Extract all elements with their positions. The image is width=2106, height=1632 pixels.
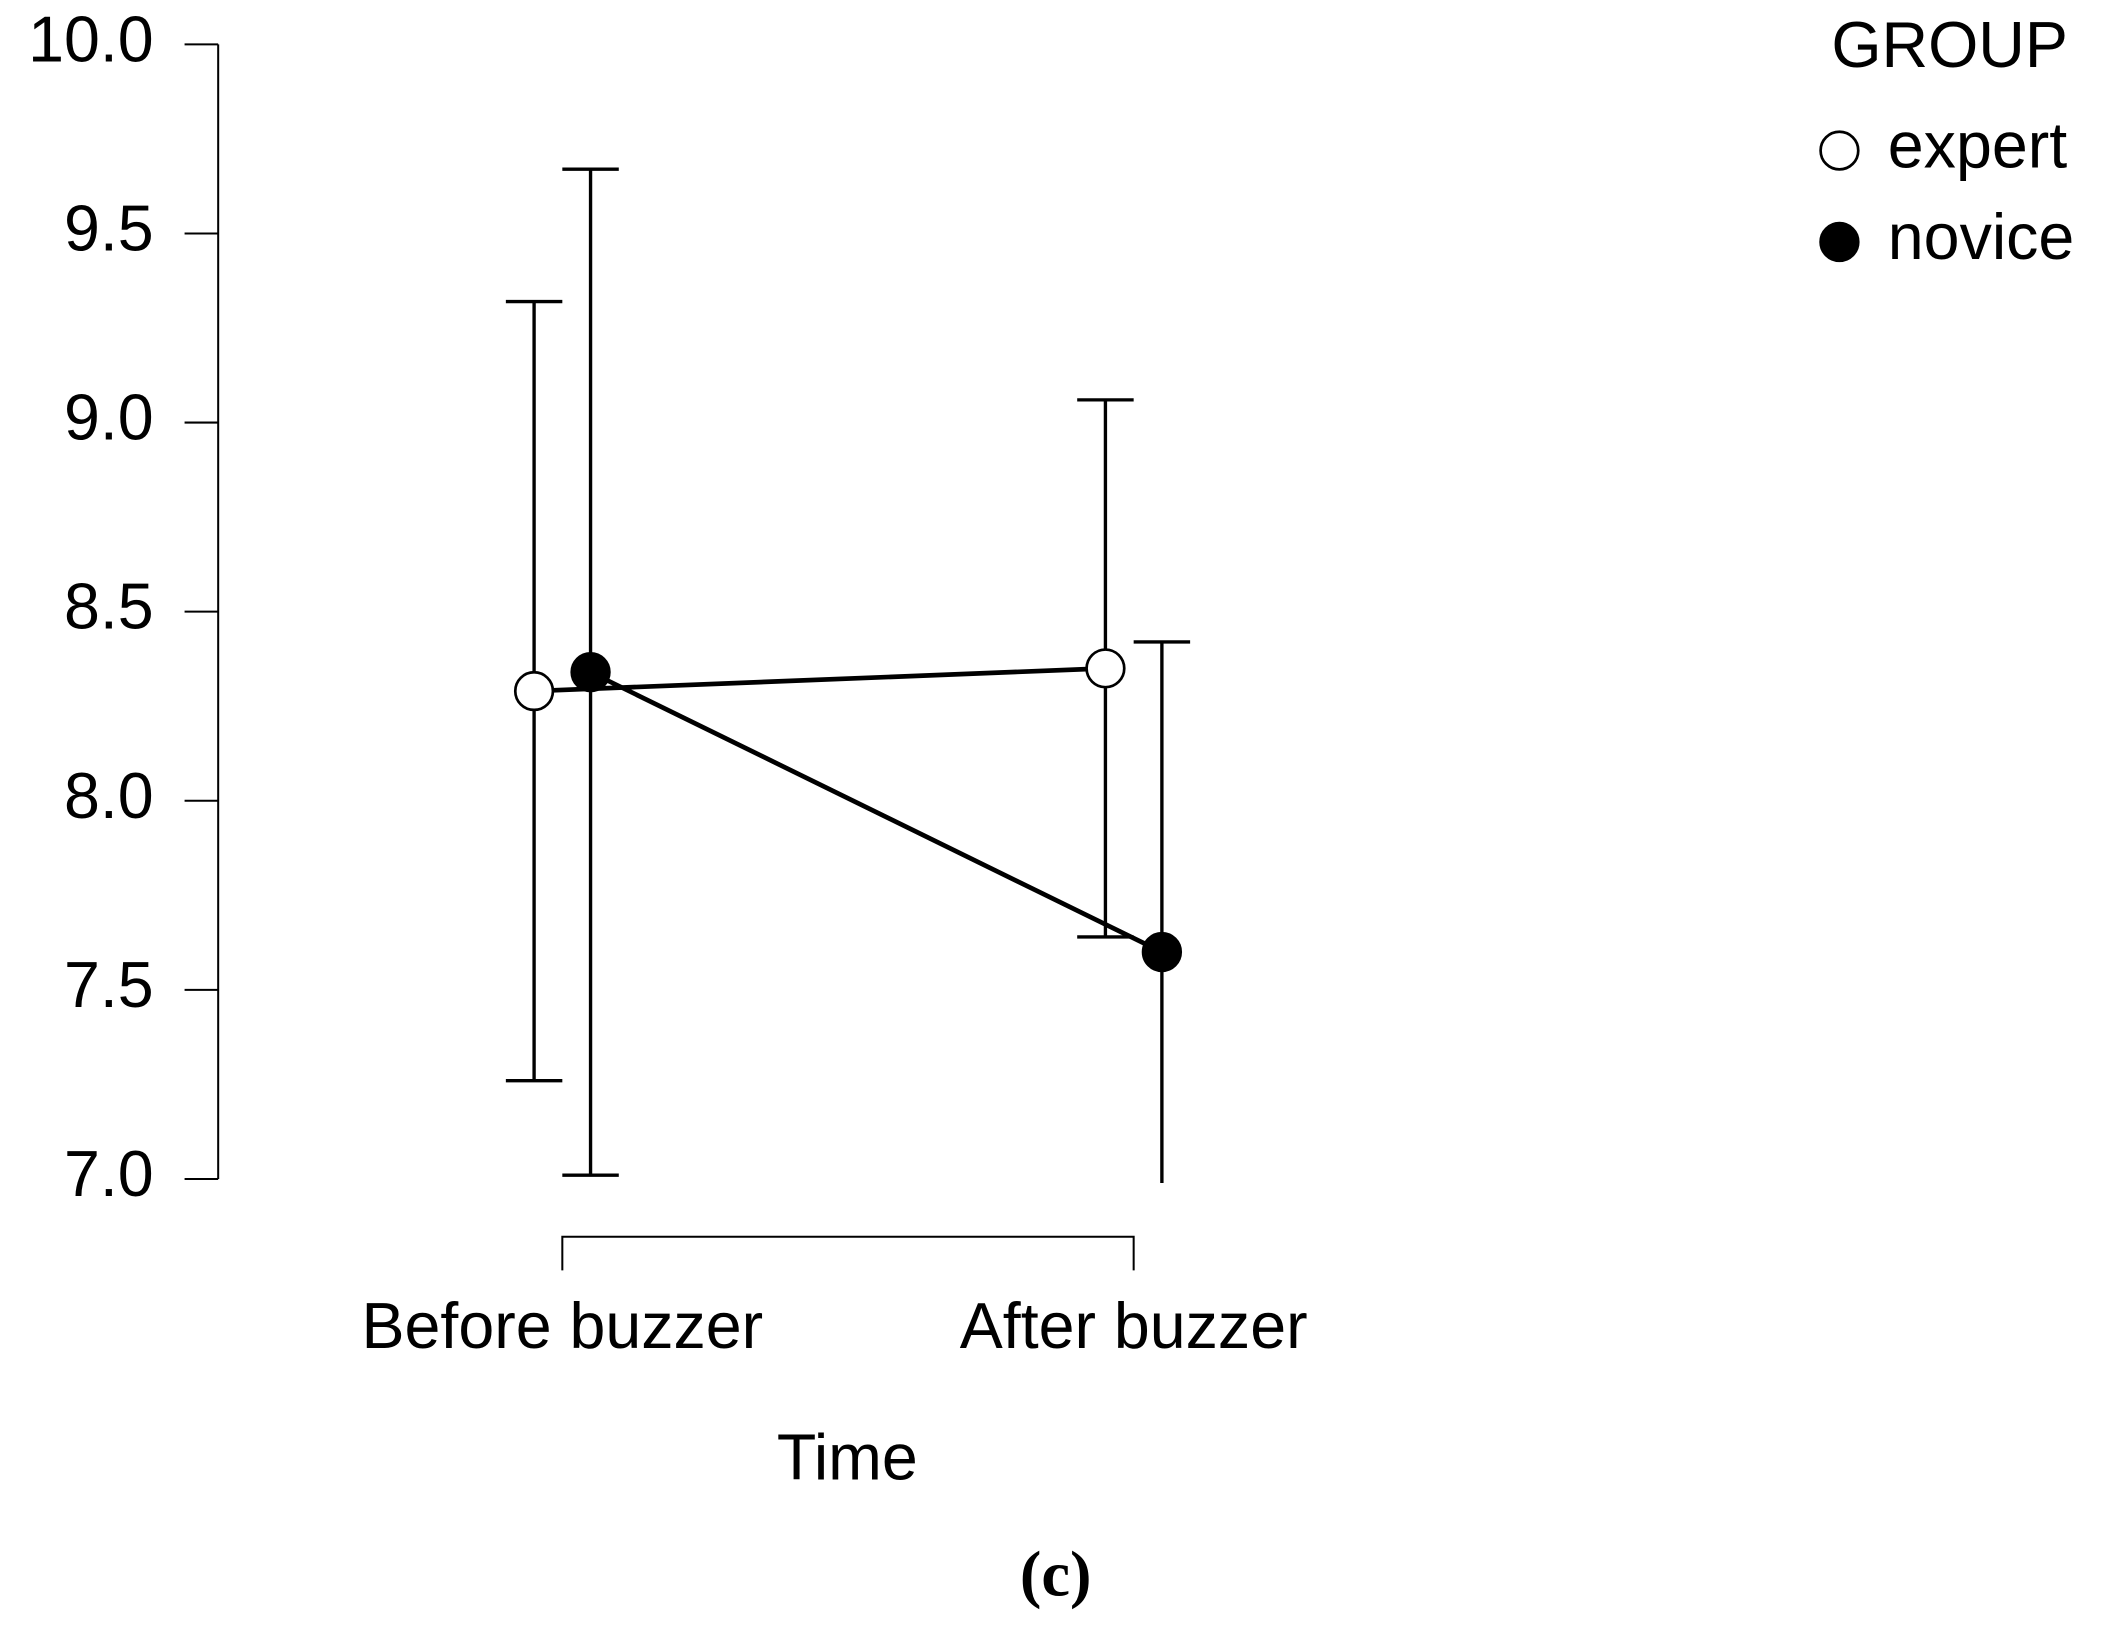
x-axis-title: Time	[777, 1422, 918, 1494]
y-tick-label: 7.5	[64, 949, 154, 1021]
y-tick-label: 7.0	[64, 1138, 154, 1210]
caption: (c)	[1020, 1539, 1092, 1610]
x-tick-label: Before buzzer	[361, 1290, 763, 1362]
legend-label: expert	[1888, 110, 2067, 182]
series-line	[534, 666, 1106, 694]
y-tick-label: 10.0	[28, 3, 154, 75]
legend-label: novice	[1888, 201, 2074, 273]
y-tick-label: 9.5	[64, 193, 154, 265]
legend-marker	[1819, 130, 1860, 171]
marker	[570, 652, 611, 693]
marker	[1085, 648, 1126, 689]
x-tick-label: After buzzer	[960, 1290, 1308, 1362]
y-tick-label: 8.5	[64, 571, 154, 643]
legend-marker	[1819, 221, 1860, 263]
y-tick-label: 8.0	[64, 760, 154, 832]
marker	[513, 670, 555, 712]
x-axis-line	[561, 1235, 1135, 1271]
series-line	[589, 670, 1163, 955]
marker	[1141, 931, 1183, 973]
legend-title: GROUP	[1831, 9, 2068, 81]
y-tick-label: 9.0	[64, 382, 154, 454]
plot-area	[505, 167, 1191, 1183]
